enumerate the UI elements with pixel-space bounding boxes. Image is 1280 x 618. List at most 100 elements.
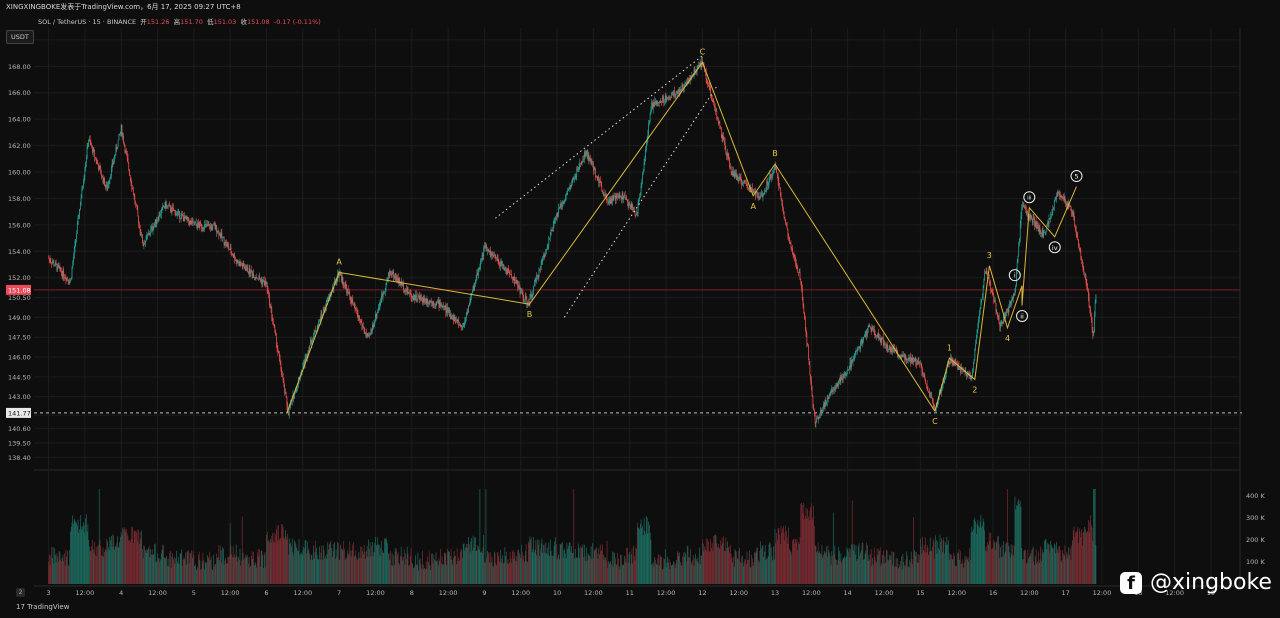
candle-body xyxy=(1052,208,1054,212)
volume-bar xyxy=(463,543,465,584)
volume-bar xyxy=(281,524,282,584)
volume-bar xyxy=(708,541,709,584)
candle-body xyxy=(219,233,220,236)
elliott-wave-line xyxy=(934,186,1077,412)
candle-body xyxy=(577,168,579,171)
volume-bar xyxy=(841,562,842,584)
volume-bar xyxy=(108,549,110,584)
scroll-to-start-icon[interactable]: 2 xyxy=(16,588,25,597)
volume-bar xyxy=(215,564,217,584)
candle-body xyxy=(631,203,633,208)
volume-bar xyxy=(717,543,719,584)
volume-bar xyxy=(534,549,536,584)
volume-bar xyxy=(699,547,700,584)
candle-body xyxy=(452,314,453,319)
volume-bar xyxy=(120,537,121,584)
candle-body xyxy=(741,181,743,185)
volume-bar xyxy=(559,544,561,584)
volume-bar xyxy=(996,541,998,584)
candle-body xyxy=(1047,222,1049,224)
candle-body xyxy=(401,281,403,286)
candle-body xyxy=(1095,295,1097,304)
candle-body xyxy=(596,176,598,178)
candle-body xyxy=(787,229,789,237)
candle-body xyxy=(807,343,808,346)
candle-body xyxy=(770,173,771,180)
candle-body xyxy=(58,264,59,267)
candle-body xyxy=(270,305,272,309)
candle-body xyxy=(494,254,496,259)
candle-body xyxy=(417,296,419,299)
candle-body xyxy=(1035,221,1036,227)
volume-bar xyxy=(994,542,995,584)
candle-body xyxy=(261,279,263,284)
candle-body xyxy=(1046,226,1048,232)
volume-bar xyxy=(1085,532,1087,584)
volume-bar xyxy=(266,534,267,584)
candle-body xyxy=(876,335,878,337)
candle-body xyxy=(266,282,268,291)
candle-body xyxy=(625,199,627,200)
candle-body xyxy=(288,411,289,416)
candle-body xyxy=(927,387,929,392)
symbol-name[interactable]: SOL / TetherUS · 15 · BINANCE xyxy=(38,18,137,26)
candle-body xyxy=(834,388,836,390)
volume-bar xyxy=(53,563,55,584)
candle-body xyxy=(425,302,427,304)
volume-bar xyxy=(67,564,69,584)
volume-bar xyxy=(460,548,462,584)
x-tick-label: 16 xyxy=(989,589,997,597)
volume-bar xyxy=(674,568,676,584)
candle-body xyxy=(359,316,360,321)
candle-body xyxy=(934,406,936,410)
volume-bar xyxy=(220,550,222,584)
candle-body xyxy=(647,133,649,139)
candle-body xyxy=(517,283,519,288)
volume-bar xyxy=(553,545,555,584)
volume-bar xyxy=(137,541,139,584)
volume-bar xyxy=(722,543,724,584)
candle-body xyxy=(554,219,556,221)
volume-bar xyxy=(268,539,270,584)
volume-bar xyxy=(1056,549,1058,584)
candle-body xyxy=(493,254,495,256)
candle-body xyxy=(182,214,183,216)
volume-bar xyxy=(369,548,370,584)
candle-body xyxy=(1089,306,1091,309)
candle-body xyxy=(411,296,413,299)
volume-bar xyxy=(808,520,810,584)
volume-bar xyxy=(369,542,371,584)
volume-bar xyxy=(759,551,761,584)
candle-body xyxy=(795,257,796,264)
volume-bar xyxy=(782,528,783,584)
candle-body xyxy=(906,358,908,360)
currency-unit-button[interactable]: USDT xyxy=(6,30,34,44)
candle-body xyxy=(155,219,157,224)
volume-bar xyxy=(792,540,793,584)
volume-bar xyxy=(146,549,148,584)
candle-body xyxy=(882,337,884,345)
volume-bar xyxy=(971,526,973,584)
volume-bar xyxy=(82,526,83,584)
candle-body xyxy=(399,278,401,284)
volume-bar xyxy=(574,558,575,584)
candle-body xyxy=(132,188,133,189)
volume-bar xyxy=(631,548,633,584)
volume-bar xyxy=(490,552,491,584)
candle-body xyxy=(208,224,210,226)
volume-bar xyxy=(855,545,857,584)
candle-body xyxy=(498,261,500,263)
candle-body xyxy=(177,211,179,213)
volume-bar xyxy=(680,562,681,584)
candle-body xyxy=(981,299,982,303)
volume-bar xyxy=(740,563,742,584)
volume-bar xyxy=(591,559,593,584)
candle-body xyxy=(429,301,431,304)
volume-bar xyxy=(83,525,85,584)
volume-bar xyxy=(57,556,58,584)
candle-body xyxy=(212,224,214,230)
candle-body xyxy=(642,172,643,180)
volume-bar xyxy=(729,552,730,584)
